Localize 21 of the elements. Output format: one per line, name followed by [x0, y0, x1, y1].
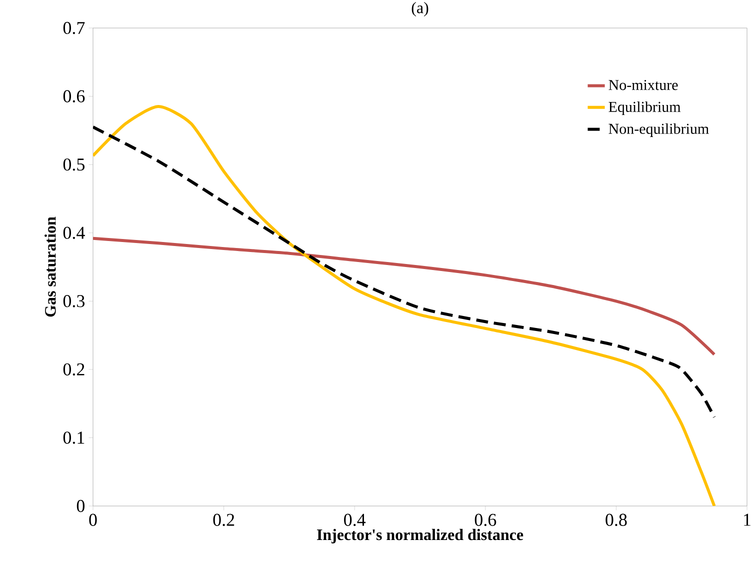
- y-tick-label: 0.5: [63, 158, 84, 171]
- legend-label: No-mixture: [608, 80, 678, 90]
- line-series: [93, 236, 716, 356]
- y-tick-label: 0.6: [63, 90, 85, 102]
- x-tick-label: 0.6: [474, 514, 496, 526]
- x-tick-label: 0: [89, 514, 97, 526]
- x-tick-label: 1: [744, 514, 750, 526]
- legend-label: Equilibrium: [608, 101, 681, 116]
- y-tick-label: 0.4: [63, 226, 85, 239]
- y-tick-label: 0: [76, 500, 85, 512]
- y-tick-label: 0.7: [63, 22, 85, 34]
- y-tick-label: 0.2: [63, 363, 84, 376]
- x-axis-title: Injector's normalized distance: [317, 528, 524, 544]
- x-tick-label: 0.8: [606, 514, 627, 526]
- x-tick-label: 0.2: [213, 514, 234, 526]
- y-axis-title: Gas saturation: [44, 216, 56, 317]
- legend-label: Non-equilibrium: [608, 123, 709, 137]
- y-tick-label: 0.3: [63, 295, 84, 308]
- y-tick-label: 0.1: [63, 432, 84, 444]
- chart-title: (a): [412, 2, 428, 16]
- x-tick-label: 0.4: [344, 514, 366, 526]
